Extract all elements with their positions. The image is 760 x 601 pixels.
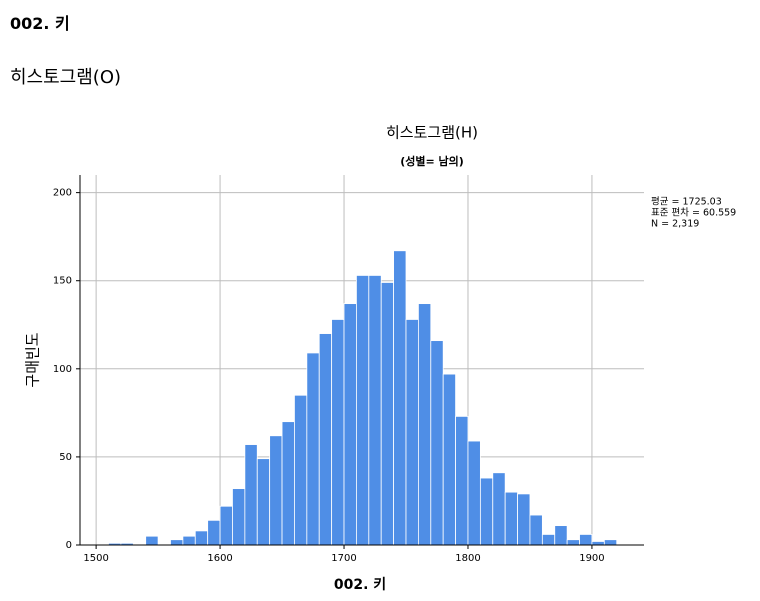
- bar: [541, 534, 556, 546]
- bar: [232, 488, 246, 546]
- bar: [442, 373, 456, 546]
- bar: [368, 275, 382, 546]
- page-title: 002. 키: [10, 14, 70, 33]
- bar: [393, 250, 407, 546]
- x-tick-label: 1800: [455, 553, 480, 564]
- bar: [356, 275, 370, 546]
- bar: [554, 525, 568, 546]
- bar: [145, 535, 159, 546]
- bar: [170, 539, 184, 546]
- chart-subtitle: (성별= 남의): [400, 154, 464, 168]
- stats-annotation: 평균 = 1725.03: [651, 197, 722, 208]
- bar: [591, 541, 605, 546]
- bar: [343, 303, 357, 546]
- bar: [244, 444, 258, 546]
- y-tick-label: 100: [53, 364, 72, 375]
- bar: [479, 477, 494, 546]
- y-tick-label: 0: [66, 540, 72, 551]
- x-tick-label: 1900: [579, 553, 604, 564]
- bar: [529, 514, 543, 546]
- stats-annotation: 표준 편차 = 60.559: [651, 207, 736, 219]
- bar: [294, 394, 308, 546]
- x-tick-label: 1600: [207, 553, 232, 564]
- bar: [318, 333, 333, 546]
- bar: [182, 535, 196, 546]
- y-tick-label: 200: [53, 188, 72, 199]
- x-axis-label: 002. 키: [334, 577, 386, 593]
- y-axis-label: 구매빈도: [24, 332, 42, 387]
- section-title: 히스토그램(O): [10, 67, 122, 88]
- bar: [256, 458, 271, 546]
- bar: [207, 519, 221, 546]
- bar: [566, 539, 580, 546]
- bar: [492, 472, 506, 546]
- bar: [405, 319, 419, 546]
- bar: [430, 340, 444, 546]
- x-tick-label: 1500: [83, 553, 108, 564]
- bar: [417, 303, 432, 546]
- y-tick-label: 150: [53, 276, 72, 287]
- bar: [504, 491, 518, 546]
- bar: [219, 505, 233, 546]
- bar: [517, 493, 531, 546]
- x-tick-label: 1700: [331, 553, 356, 564]
- chart-title: 히스토그램(H): [386, 124, 478, 142]
- y-tick-label: 50: [59, 452, 72, 463]
- bar: [579, 534, 593, 546]
- bar: [194, 530, 209, 546]
- stats-annotation: N = 2,319: [651, 219, 699, 230]
- bar: [455, 415, 469, 546]
- bar: [603, 539, 618, 546]
- bar: [380, 282, 395, 546]
- bar: [306, 352, 320, 546]
- bar: [281, 421, 295, 546]
- bar: [467, 440, 481, 546]
- bar: [331, 319, 345, 546]
- bar: [269, 435, 283, 546]
